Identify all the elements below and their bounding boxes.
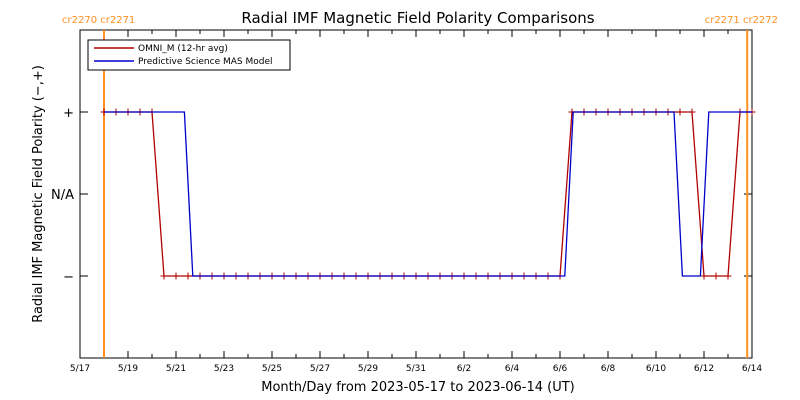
legend-label-mas: Predictive Science MAS Model	[138, 57, 273, 67]
carrington-rotation-lines: cr2270 cr2271 cr2271 cr2272	[62, 15, 778, 358]
data-point	[184, 272, 192, 280]
data-point	[724, 272, 732, 280]
x-tick-label: 6/14	[742, 364, 762, 374]
data-point	[688, 108, 696, 116]
x-tick-label: 6/12	[694, 364, 714, 374]
carrington-label: cr2270 cr2271	[62, 15, 135, 26]
x-axis-label: Month/Day from 2023-05-17 to 2023-06-14 …	[261, 380, 574, 395]
y-tick-label: −	[63, 270, 74, 285]
data-point	[712, 272, 720, 280]
plot-frame	[79, 29, 753, 359]
x-tick-label: 6/6	[553, 364, 568, 374]
x-tick-label: 6/4	[505, 364, 520, 374]
series-line-1	[104, 111, 752, 277]
y-axis-ticks: + N/A −	[51, 106, 752, 285]
data-point	[700, 272, 708, 280]
data-point	[172, 272, 180, 280]
legend-label-omni: OMNI_M (12-hr avg)	[138, 44, 228, 54]
x-tick-label: 5/31	[406, 364, 426, 374]
y-axis-label: Radial IMF Magnetic Field Polarity (−,+)	[31, 65, 46, 323]
x-tick-label: 6/10	[646, 364, 666, 374]
x-tick-label: 5/25	[262, 364, 282, 374]
data-point	[160, 272, 168, 280]
series-group	[100, 108, 756, 280]
series-line-0	[104, 111, 752, 277]
x-tick-label: 5/19	[118, 364, 138, 374]
carrington-label: cr2271 cr2272	[705, 15, 778, 26]
x-tick-label: 5/23	[214, 364, 234, 374]
chart-title: Radial IMF Magnetic Field Polarity Compa…	[241, 9, 594, 27]
x-axis-ticks: 5/17 5/19 5/21 5/23 5/25 5/27 5/29 5/31 6/2 6/4 6/…	[70, 30, 762, 374]
x-tick-label: 5/21	[166, 364, 186, 374]
x-tick-label: 5/27	[310, 364, 330, 374]
x-tick-label: 6/2	[457, 364, 471, 374]
legend-box	[87, 39, 291, 71]
y-tick-label: +	[63, 106, 74, 121]
data-point	[676, 108, 684, 116]
x-tick-label: 5/17	[70, 364, 90, 374]
legend: OMNI_M (12-hr avg) Predictive Science MA…	[87, 39, 291, 71]
y-tick-label: N/A	[51, 188, 74, 203]
x-tick-label: 6/8	[601, 364, 616, 374]
x-tick-label: 5/29	[358, 364, 378, 374]
